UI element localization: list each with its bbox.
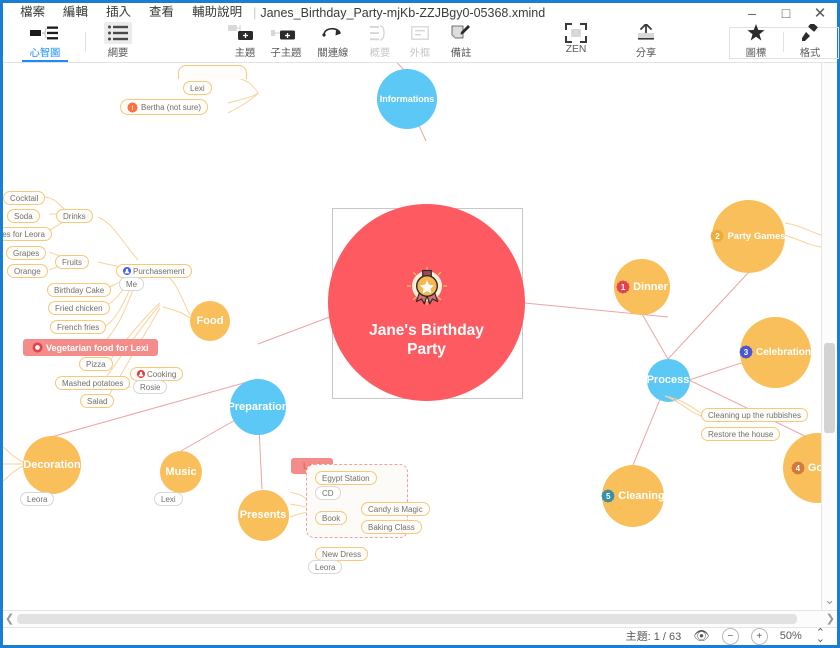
svg-text:!: ! [131,105,133,111]
